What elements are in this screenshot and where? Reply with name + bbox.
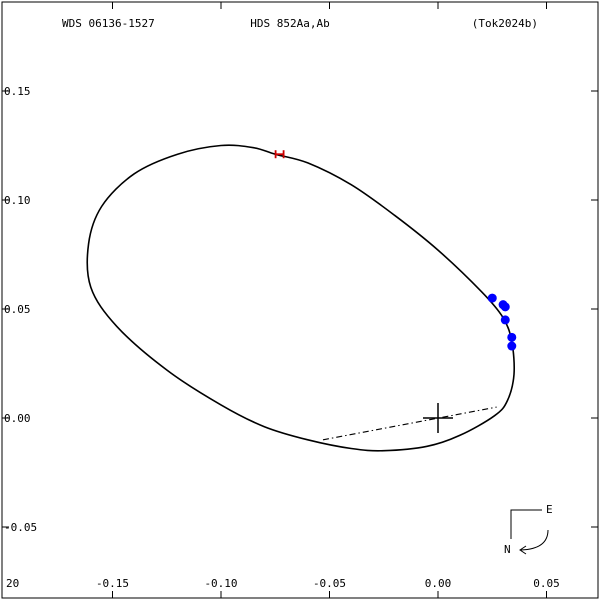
- header-center: HDS 852Aa,Ab: [250, 17, 329, 30]
- x-tick-label: 0.05: [533, 577, 560, 590]
- observation-point: [507, 341, 517, 351]
- observation-point: [507, 332, 517, 342]
- x-edge-label: 20: [6, 577, 19, 590]
- x-tick-label: -0.10: [204, 577, 237, 590]
- compass: E N: [504, 503, 553, 556]
- periastron-marker: [274, 150, 285, 159]
- compass-north-arrow: [520, 529, 549, 551]
- header-right: (Tok2024b): [472, 17, 538, 30]
- y-tick-label: 0.15: [4, 85, 31, 98]
- y-tick-label: 0.00: [4, 412, 31, 425]
- y-tick-label: 0.10: [4, 194, 31, 207]
- header-left: WDS 06136-1527: [62, 17, 155, 30]
- y-tick-label: 0.05: [4, 303, 31, 316]
- x-tick-label: 0.00: [425, 577, 452, 590]
- observation-points: [487, 293, 517, 351]
- compass-north-label: N: [504, 543, 511, 556]
- observation-point: [500, 315, 510, 325]
- orbit-ellipse: [86, 144, 516, 452]
- x-tick-label: -0.15: [96, 577, 129, 590]
- primary-star-cross: [423, 403, 453, 433]
- observation-point: [500, 302, 510, 312]
- x-tick-label: -0.05: [313, 577, 346, 590]
- y-tick-label: -0.05: [4, 521, 37, 534]
- line-of-nodes: [322, 406, 497, 441]
- compass-north-arrowhead: [519, 545, 527, 555]
- compass-east-arrow: [510, 509, 542, 539]
- observation-point: [487, 293, 497, 303]
- axis-tick-labels: -0.15 -0.10 -0.05 0.00 0.05 0.15 0.10 0.05 0.00 -…: [4, 85, 560, 590]
- compass-east-label: E: [546, 503, 553, 516]
